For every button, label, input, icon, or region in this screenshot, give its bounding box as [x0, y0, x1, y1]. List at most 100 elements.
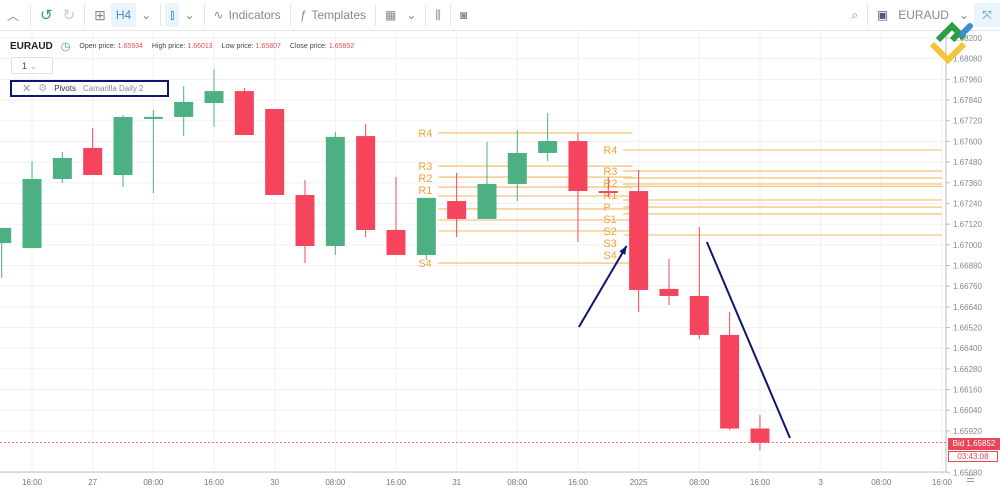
indicators-button[interactable]: ∿ Indicators — [213, 8, 281, 22]
pivot-label-r2: R2 — [418, 173, 432, 185]
candle — [659, 258, 679, 305]
candle — [507, 130, 527, 202]
close-icon[interactable]: ✕ — [22, 83, 32, 95]
bar-chart-icon[interactable]: ⫼ — [435, 7, 441, 22]
candle-body — [295, 194, 315, 247]
candle — [0, 227, 12, 279]
price-tick-label: 1.66760 — [953, 282, 982, 291]
symbol-chevron-down-icon[interactable]: ⌄ — [958, 8, 969, 22]
candle-body — [689, 295, 709, 335]
add-chart-icon[interactable]: ⊞ — [94, 6, 106, 23]
camera-icon[interactable]: ◙ — [459, 8, 468, 22]
candle-body — [598, 191, 618, 194]
candle — [689, 227, 709, 340]
price-tick-label: 1.66520 — [953, 324, 982, 333]
layout-select[interactable]: 1 ⌄ — [11, 57, 53, 74]
pivot-label-r1: R1 — [418, 185, 432, 197]
time-tick-label: 31 — [452, 478, 461, 487]
fullscreen-icon[interactable]: ⤧ — [974, 3, 1000, 27]
pivot-label-s1: S1 — [603, 214, 616, 226]
time-tick-label: 08:00 — [507, 478, 528, 487]
pivot-label-s4: S4 — [603, 250, 616, 262]
timeframe-button[interactable]: H4 — [110, 3, 137, 27]
candle — [204, 69, 224, 127]
candlestick-type-icon[interactable]: ⫾ — [165, 3, 180, 27]
price-tick-label: 1.67960 — [953, 75, 982, 84]
time-tick-label: 08:00 — [871, 478, 892, 487]
candle-body — [356, 136, 376, 230]
brand-logo — [929, 21, 973, 65]
candle — [265, 109, 285, 195]
candle — [386, 177, 406, 255]
candle — [113, 115, 133, 188]
price-tick-label: 1.66160 — [953, 386, 982, 395]
candle-body — [750, 428, 770, 443]
price-tick-label: 1.66040 — [953, 406, 982, 415]
candle-body — [629, 191, 649, 290]
candle-body — [416, 197, 436, 255]
close-price: 1.65852 — [328, 43, 355, 50]
price-tick-label: 1.67360 — [953, 179, 982, 188]
calendar-icon[interactable]: ▦ — [385, 8, 397, 22]
calendar-chevron-down-icon[interactable]: ⌄ — [406, 8, 417, 22]
gear-icon[interactable]: ⚙ — [38, 83, 48, 94]
time-tick-label: 08:00 — [689, 478, 710, 487]
candle — [538, 112, 558, 162]
trendline-drawing — [705, 241, 791, 439]
timeframe-chevron-down-icon[interactable]: ⌄ — [141, 8, 152, 22]
high-price: 1.66013 — [187, 43, 213, 50]
candle — [477, 141, 497, 219]
candle-body — [325, 136, 345, 247]
candle-body — [507, 152, 527, 184]
candle-body — [720, 334, 740, 429]
chevron-down-icon: ⌄ — [29, 61, 38, 71]
price-tick-label: 1.67480 — [953, 158, 982, 167]
candle-body — [204, 91, 224, 103]
chart-type-chevron-down-icon[interactable]: ⌄ — [184, 8, 195, 22]
pivot-label-r3: R3 — [603, 166, 617, 178]
candle-body — [568, 141, 588, 192]
candle-body — [447, 201, 467, 219]
pivot-label-r4: R4 — [418, 128, 432, 140]
price-tick-label: 1.67120 — [953, 220, 982, 229]
ohlc-header: EURAUD ◷ Open price: 1.65934 High price: 1… — [10, 41, 355, 53]
pivot-label-s2: S2 — [603, 226, 616, 238]
pivot-label-r2: R2 — [603, 178, 617, 190]
candle — [598, 177, 618, 198]
candle-body — [22, 178, 42, 249]
candle — [356, 123, 376, 238]
candle — [416, 197, 436, 260]
candle-body — [234, 91, 254, 136]
time-tick-label: 30 — [270, 478, 279, 487]
collapse-chevron-up-icon[interactable]: ︿ — [6, 8, 19, 23]
templates-button[interactable]: ƒ Templates — [299, 8, 367, 22]
low-price: 1.65807 — [255, 43, 281, 50]
arrow-head-icon — [619, 246, 627, 255]
price-tick-label: 1.66400 — [953, 344, 982, 353]
axis-settings-icon[interactable]: ☰ — [966, 474, 975, 485]
indicator-params: Camarilla Daily 2 — [82, 84, 144, 93]
time-tick-label: 27 — [88, 478, 97, 487]
pivot-label-s4: S4 — [418, 258, 431, 270]
top-toolbar: ︿ ↺ ↻ ⊞ H4 ⌄ ⫾ ⌄ ∿ Indicators ƒ Templates … — [0, 0, 1000, 31]
symbol-select[interactable]: EURAUD — [898, 8, 949, 22]
price-tick-label: 1.68080 — [953, 55, 982, 64]
price-tick-label: 1.68200 — [953, 34, 982, 43]
candle-body — [174, 101, 194, 117]
undo-icon[interactable]: ↺ — [40, 7, 53, 24]
indicator-legend[interactable]: ✕ ⚙ Pivots Camarilla Daily 2 — [10, 80, 169, 97]
time-tick-label: 3 — [818, 478, 823, 487]
candle-body — [538, 141, 558, 153]
save-icon[interactable]: ▣ — [876, 8, 889, 22]
time-tick-label: 2025 — [630, 478, 648, 487]
price-tick-label: 1.65680 — [953, 468, 982, 477]
search-icon[interactable]: ⌕ — [851, 7, 858, 22]
redo-icon[interactable]: ↻ — [62, 7, 76, 24]
price-tick-label: 1.67720 — [953, 117, 982, 126]
candle — [629, 170, 649, 313]
price-tick-label: 1.67240 — [953, 199, 982, 208]
price-tick-label: 1.65920 — [953, 427, 982, 436]
candle-body — [143, 116, 163, 119]
candle — [83, 127, 103, 176]
